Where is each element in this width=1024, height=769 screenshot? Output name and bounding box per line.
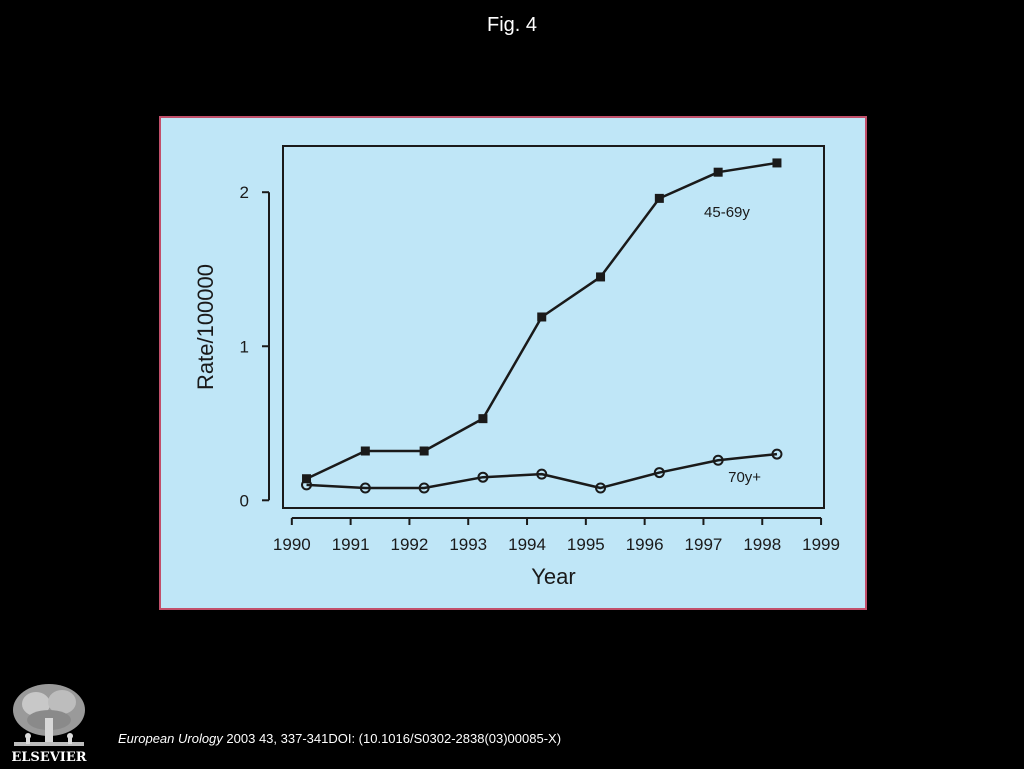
y-tick-label: 1 [240, 337, 249, 356]
x-tick-label: 1999 [802, 535, 840, 554]
series-label-age-45-69: 45-69y [704, 204, 750, 221]
elsevier-logo: ELSEVIER [8, 680, 90, 765]
data-point-age-45-69 [713, 167, 723, 177]
data-point-age-70-plus [712, 454, 724, 466]
data-point-age-70-plus [653, 467, 665, 479]
data-point-age-45-69 [302, 474, 312, 484]
data-point-age-70-plus [359, 482, 371, 494]
slide-title: Fig. 4 [486, 14, 538, 36]
data-point-age-45-69 [654, 193, 664, 203]
x-tick-label: 1993 [449, 535, 487, 554]
x-tick-label: 1998 [743, 535, 781, 554]
y-tick-label: 0 [240, 491, 249, 510]
x-tick-label: 1996 [626, 535, 664, 554]
data-point-age-70-plus [301, 479, 313, 491]
x-tick-label: 1995 [567, 535, 605, 554]
data-point-age-45-69 [419, 446, 429, 456]
citation-journal: European Urology [118, 731, 223, 746]
data-point-age-70-plus [418, 482, 430, 494]
data-point-age-70-plus [477, 471, 489, 483]
figure-panel: 1990 1991 1992 1993 1994 1995 1996 1997 1998 1999… [159, 116, 867, 610]
elsevier-wordmark: ELSEVIER [11, 750, 86, 764]
data-point-age-45-69 [537, 312, 547, 322]
data-point-age-45-69 [772, 158, 782, 168]
data-point-age-45-69 [596, 272, 606, 282]
plot-frame [282, 145, 825, 509]
data-point-age-45-69 [360, 446, 370, 456]
y-axis-title: Rate/100000 [193, 264, 218, 390]
data-point-age-70-plus [771, 448, 783, 460]
data-point-age-45-69 [478, 414, 488, 424]
citation-details: 2003 43, 337-341DOI: (10.1016/S0302-2838… [222, 731, 562, 746]
x-tick-label: 1992 [391, 535, 429, 554]
citation: European Urology 2003 43, 337-341DOI: (1… [118, 731, 561, 746]
series-label-age-70-plus: 70y+ [728, 469, 761, 486]
y-tick-label: 2 [240, 183, 249, 202]
data-point-age-70-plus [536, 468, 548, 480]
x-tick-label: 1990 [273, 535, 311, 554]
x-axis-title: Year [531, 564, 575, 589]
x-tick-label: 1991 [332, 535, 370, 554]
series-line-age-70-plus [306, 452, 778, 490]
x-tick-label: 1994 [508, 535, 546, 554]
data-point-age-70-plus [595, 482, 607, 494]
x-tick-label: 1997 [685, 535, 723, 554]
line-chart: 1990 1991 1992 1993 1994 1995 1996 1997 1998 1999… [193, 145, 840, 589]
